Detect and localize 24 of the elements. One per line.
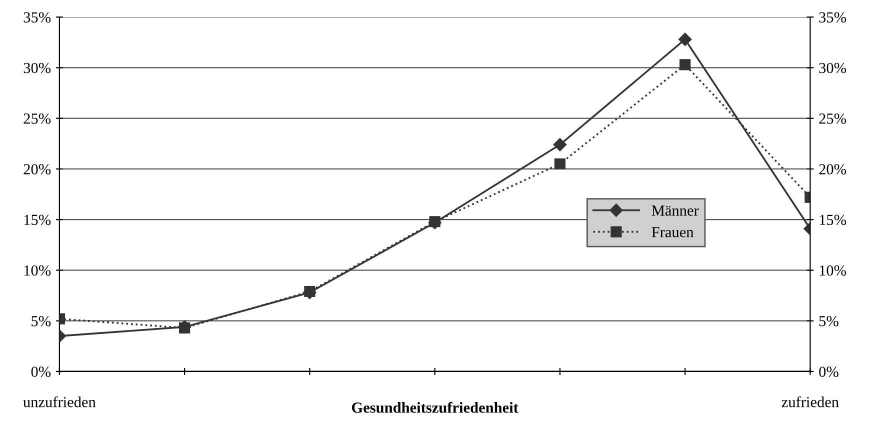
y-tick-label: 25%: [24, 113, 51, 124]
y-tick-label: 0%: [31, 366, 51, 377]
point: [553, 138, 567, 152]
y2-tick-label: 35%: [819, 12, 846, 23]
legend-label: Männer: [652, 206, 699, 216]
x-tick-label: unzufrieden: [23, 396, 96, 408]
point: [554, 158, 566, 170]
y2-tick-label: 30%: [819, 62, 846, 74]
y-tick-label: 35%: [24, 12, 51, 23]
point: [678, 32, 692, 46]
x-tick-label: zufrieden: [782, 396, 839, 408]
x-axis-title: Gesundheitszufriedenheit: [352, 402, 518, 413]
y2-tick-label: 25%: [819, 113, 846, 124]
y2-tick-label: 20%: [819, 164, 846, 174]
y2-tick-label: 10%: [820, 265, 846, 276]
y-tick-label: 30%: [24, 62, 51, 74]
legend-label: Frauen: [652, 227, 694, 238]
y2-tick-label: 5%: [819, 316, 838, 326]
y-tick-label: 10%: [24, 265, 51, 276]
y2-tick-label: 15%: [820, 214, 846, 226]
y-tick-label: 5%: [32, 316, 51, 326]
y2-tick-label: 0%: [819, 366, 838, 377]
y-tick-label: 20%: [24, 164, 51, 174]
y-tick-label: 15%: [24, 214, 51, 226]
